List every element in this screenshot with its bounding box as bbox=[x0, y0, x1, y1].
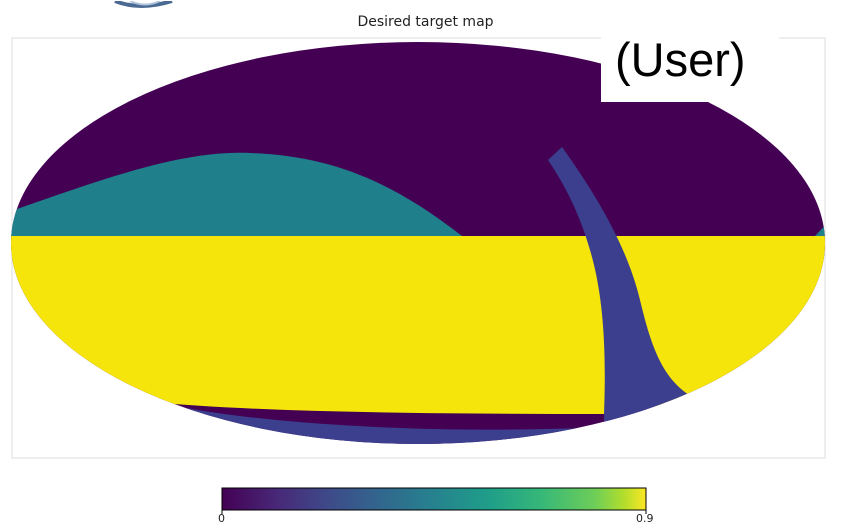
logo-fragment bbox=[0, 0, 200, 14]
user-label-text: (User) bbox=[615, 33, 746, 86]
colorbar-min-label: 0 bbox=[218, 512, 225, 525]
region-northern-arc bbox=[11, 152, 462, 236]
colorbar-gradient bbox=[221, 487, 647, 511]
region-northern-arc-right bbox=[815, 215, 825, 236]
user-overlay-label: (User) bbox=[601, 26, 779, 102]
region-diagonal-stripe bbox=[548, 147, 708, 444]
chart-title: Desired target map bbox=[357, 14, 494, 30]
colorbar-max-label: 0.9 bbox=[636, 512, 654, 525]
